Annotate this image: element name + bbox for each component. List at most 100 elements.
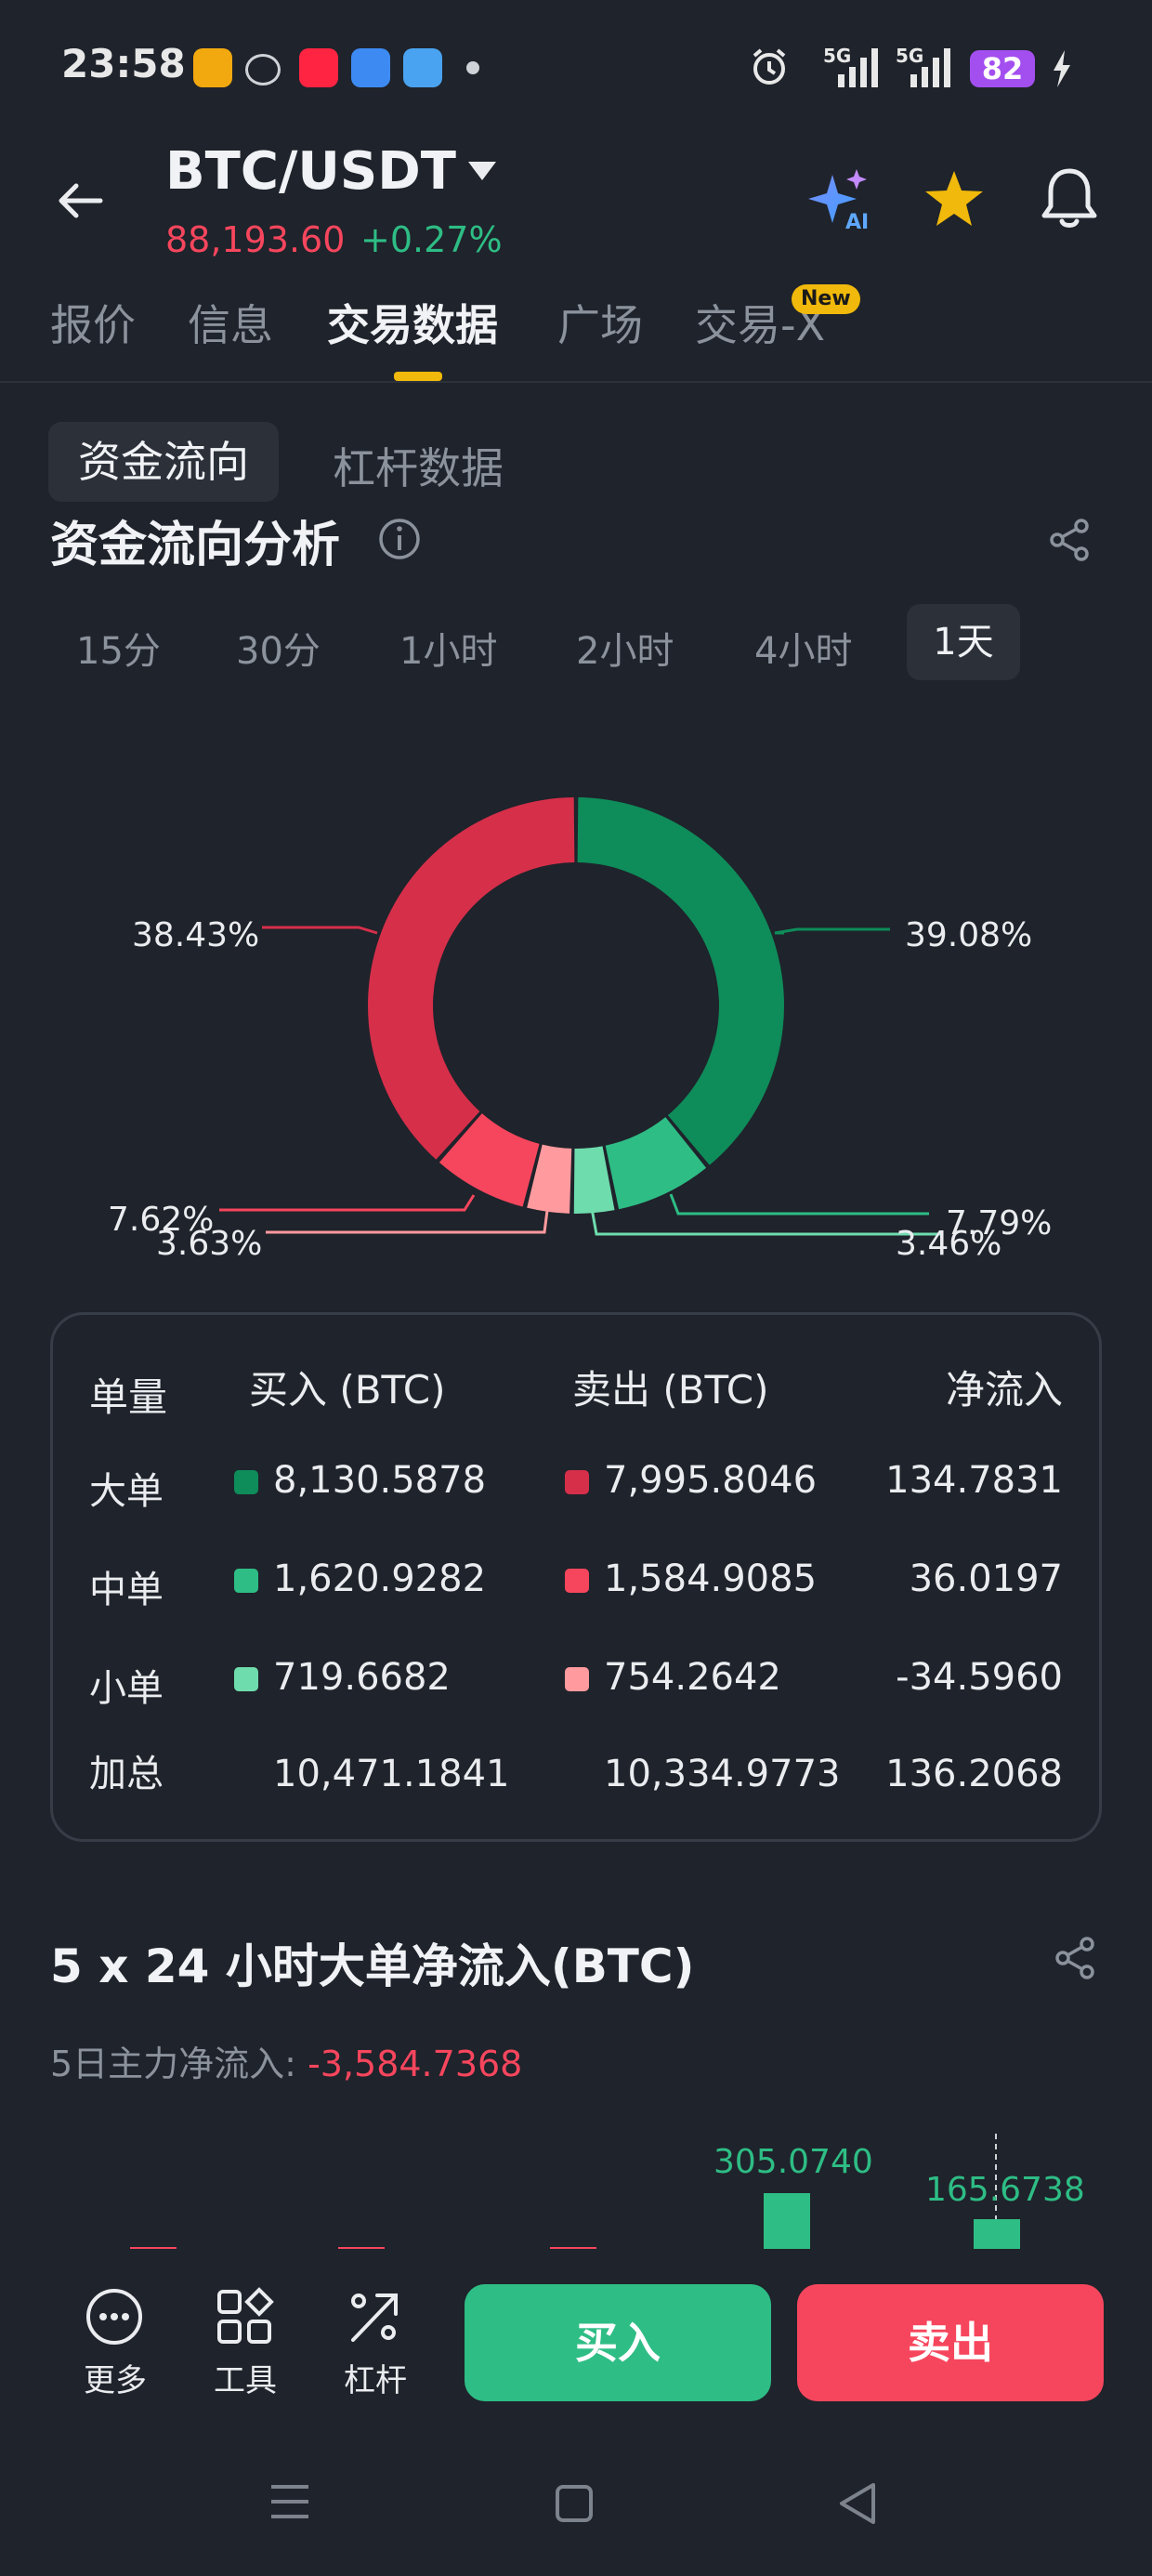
sell-button[interactable]: 卖出	[797, 2284, 1104, 2401]
mail-app-icon	[193, 48, 232, 87]
row-medium-buy: 1,620.9282	[273, 1557, 487, 1600]
col-header-net: 净流入	[945, 1367, 1063, 1413]
slice-small-buy	[573, 1146, 615, 1214]
system-back-icon[interactable]	[836, 2481, 879, 2526]
fund-flow-donut-chart	[219, 797, 940, 1236]
tab-divider	[0, 381, 1152, 383]
signal-2-icon	[910, 48, 950, 87]
legend-small-sell-swatch	[565, 1667, 589, 1691]
pct-medium-sell: 7.62%	[108, 1201, 215, 1239]
subtab-fund-flow[interactable]: 资金流向	[48, 422, 279, 502]
tools-label[interactable]: 工具	[214, 2362, 277, 2399]
leader-line-medium-sell	[219, 1194, 476, 1212]
tools-icon[interactable]	[214, 2286, 275, 2347]
active-tab-indicator	[394, 372, 442, 381]
slice-large-buy	[577, 797, 785, 1165]
new-badge: New	[792, 284, 860, 314]
row-large-size: 大单	[89, 1470, 164, 1513]
legend-medium-sell-swatch	[565, 1569, 589, 1593]
pct-small-buy: 3.46%	[896, 1225, 1002, 1263]
pct-medium-buy: 7.79%	[946, 1204, 1053, 1242]
slice-medium-buy	[605, 1117, 707, 1210]
gallery-app-icon	[351, 48, 390, 87]
bar-label-day-4: 305.0740	[713, 2143, 873, 2181]
range-4h[interactable]: 4小时	[754, 630, 853, 673]
favorite-star-icon[interactable]	[923, 169, 985, 229]
ai-sparkle-icon[interactable]: AI	[808, 167, 875, 234]
row-small-net: -34.5960	[896, 1656, 1063, 1699]
row-small-sell: 754.2642	[604, 1656, 781, 1699]
row-large-buy: 8,130.5878	[273, 1459, 487, 1502]
leader-line-large-buy	[774, 927, 890, 935]
notification-dot-icon	[466, 61, 479, 74]
signal-2-label: 5G	[896, 45, 924, 67]
row-total-buy: 10,471.1841	[273, 1753, 510, 1795]
price-change-percent: +0.27%	[360, 219, 503, 260]
fund-flow-table	[50, 1312, 1102, 1842]
trading-pair-title[interactable]: BTC/USDT	[165, 141, 456, 202]
charging-icon	[1054, 50, 1070, 87]
share-icon[interactable]	[1046, 517, 1093, 563]
info-icon[interactable]	[377, 517, 422, 561]
tab-quote[interactable]: 报价	[50, 300, 136, 350]
big-order-share-icon[interactable]	[1052, 1935, 1098, 1981]
system-home-icon[interactable]	[554, 2483, 595, 2524]
bar-day-5	[974, 2219, 1020, 2249]
tab-info[interactable]: 信息	[188, 300, 273, 350]
row-total-net: 136.2068	[885, 1753, 1063, 1795]
leader-line-medium-buy	[669, 1193, 929, 1216]
back-arrow-icon[interactable]	[54, 175, 106, 227]
signal-1-label: 5G	[823, 45, 852, 67]
pct-large-sell: 38.43%	[132, 916, 260, 954]
row-medium-sell: 1,584.9085	[604, 1557, 818, 1600]
system-menu-icon[interactable]	[268, 2481, 312, 2522]
big-order-bar-chart	[130, 2134, 1020, 2249]
legend-small-buy-swatch	[234, 1667, 258, 1691]
five-day-net-inflow-value: -3,584.7368	[308, 2044, 523, 2084]
pair-dropdown-icon[interactable]	[466, 160, 498, 182]
signal-1-icon	[838, 48, 878, 87]
leader-line-small-sell	[266, 1203, 550, 1234]
status-time: 23:58	[61, 41, 186, 86]
range-2h[interactable]: 2小时	[576, 630, 674, 673]
row-large-sell: 7,995.8046	[604, 1459, 818, 1502]
row-large-net: 134.7831	[885, 1459, 1063, 1502]
range-1d[interactable]: 1天	[907, 604, 1020, 680]
range-15m[interactable]: 15分	[76, 630, 161, 673]
col-header-size: 单量	[89, 1374, 168, 1420]
last-price: 88,193.60	[165, 219, 346, 260]
battery-indicator: 82	[970, 50, 1035, 87]
five-day-net-inflow-label: 5日主力净流入:	[50, 2044, 308, 2084]
slice-small-sell	[527, 1144, 572, 1214]
col-header-buy: 买入 (BTC)	[249, 1367, 446, 1413]
more-label[interactable]: 更多	[84, 2362, 147, 2399]
subtab-leverage-data[interactable]: 杠杆数据	[333, 443, 504, 493]
svg-text:AI: AI	[845, 211, 869, 234]
leader-line-large-sell	[262, 926, 378, 935]
tab-trading-data[interactable]: 交易数据	[327, 300, 498, 350]
leverage-icon[interactable]	[344, 2286, 405, 2347]
weather-app-icon	[403, 48, 442, 87]
range-1h[interactable]: 1小时	[399, 630, 498, 673]
row-total-size: 加总	[89, 1753, 164, 1795]
leader-line-small-buy	[589, 1203, 940, 1236]
five-day-net-inflow: 5日主力净流入: -3,584.7368	[50, 2035, 522, 2086]
range-30m[interactable]: 30分	[236, 630, 321, 673]
slice-large-sell	[368, 797, 575, 1160]
legend-medium-buy-swatch	[234, 1569, 258, 1593]
legend-large-sell-swatch	[565, 1470, 589, 1494]
col-header-sell: 卖出 (BTC)	[572, 1367, 769, 1413]
row-total-sell: 10,334.9773	[604, 1753, 841, 1795]
slice-medium-sell	[439, 1113, 540, 1207]
legend-large-buy-swatch	[234, 1470, 258, 1494]
tab-square[interactable]: 广场	[557, 300, 643, 350]
more-icon[interactable]	[84, 2286, 145, 2347]
fund-flow-title: 资金流向分析	[50, 518, 341, 573]
xiaohongshu-app-icon	[299, 48, 338, 87]
alarm-icon	[753, 48, 786, 85]
leverage-label[interactable]: 杠杆	[344, 2362, 407, 2399]
bar-label-day-5: 165.6738	[925, 2171, 1085, 2209]
notification-bell-icon[interactable]	[1039, 165, 1100, 230]
chat-app-icon	[245, 54, 281, 85]
buy-button[interactable]: 买入	[465, 2284, 771, 2401]
